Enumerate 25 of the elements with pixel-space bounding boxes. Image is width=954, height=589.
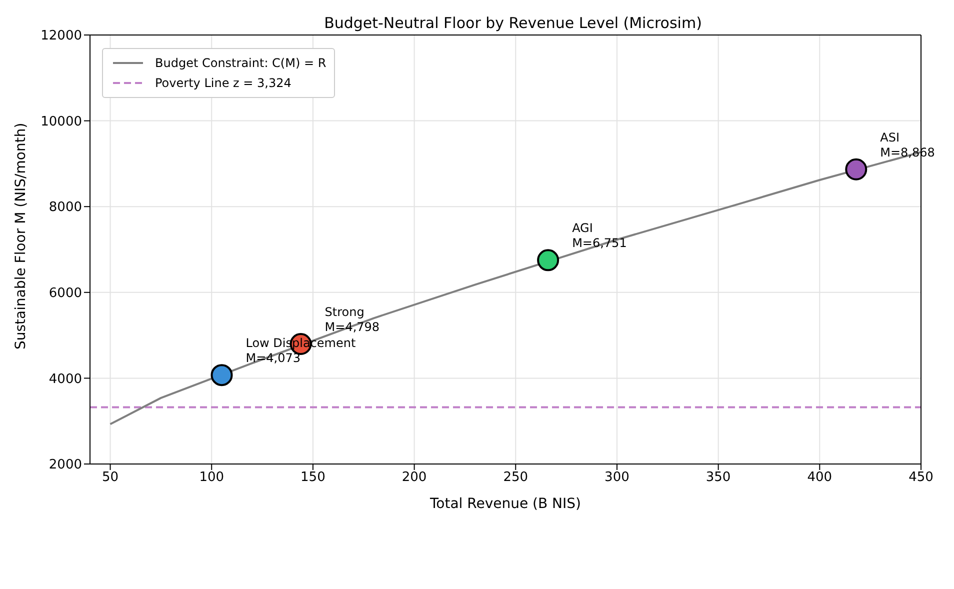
x-tick-label: 300 — [604, 470, 630, 486]
y-tick-label: 10000 — [40, 114, 82, 130]
point — [210, 364, 233, 386]
x-tick-label: 150 — [300, 470, 326, 486]
x-tick-label: 350 — [706, 470, 731, 486]
annotation: Strong M=4,798 — [324, 304, 380, 334]
chart-title: Budget-Neutral Floor by Revenue Level (Microsim) — [324, 14, 702, 32]
point — [537, 249, 560, 272]
y-tick-label: 8000 — [48, 200, 82, 216]
legend-label: Budget Constraint: C(M) = R — [155, 56, 326, 70]
x-tick-label: 450 — [908, 470, 934, 486]
x-tick-label: 400 — [807, 470, 832, 486]
legend-label: Poverty Line z = 3,324 — [155, 76, 292, 90]
y-tick-label: 4000 — [48, 372, 82, 387]
x-tick-label: 250 — [503, 470, 528, 486]
point — [845, 158, 868, 180]
x-axis-title: Total Revenue (B NIS) — [428, 496, 582, 512]
y-tick-label: 6000 — [48, 286, 82, 302]
y-tick-label: 2000 — [48, 458, 82, 473]
x-tick-label: 50 — [102, 470, 119, 486]
x-tick-label: 100 — [199, 470, 224, 486]
y-tick-label: 12000 — [40, 28, 82, 44]
y-axis-title: Sustainable Floor M (NIS/month) — [12, 122, 29, 350]
x-tick-label: 200 — [402, 470, 427, 486]
annotation: AGI M=6,751 — [572, 221, 627, 250]
